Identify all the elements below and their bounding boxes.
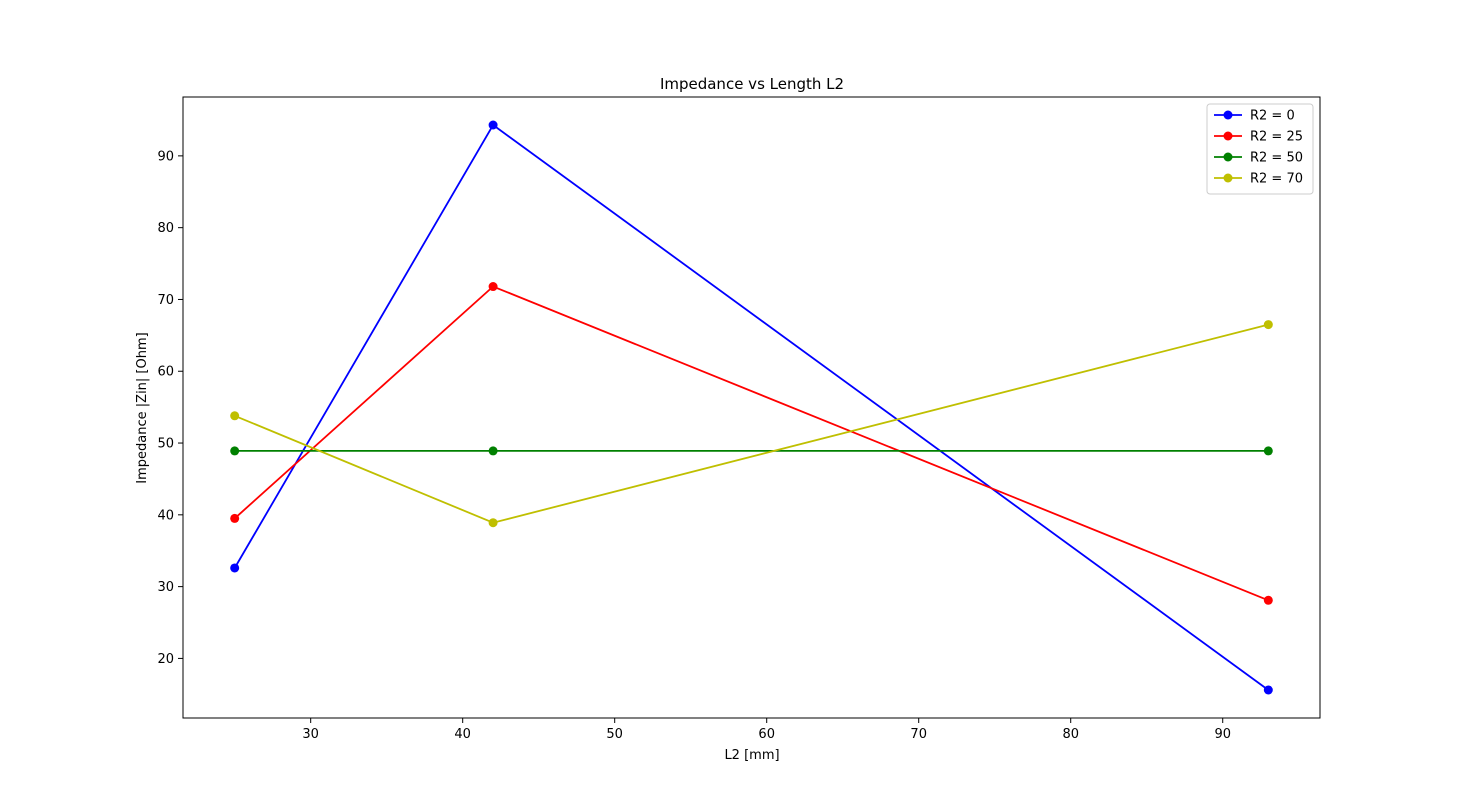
series-3 xyxy=(230,320,1273,528)
legend: R2 = 0 R2 = 25 R2 = 50 R2 = 70 xyxy=(1206,103,1314,195)
y-axis: 20 30 40 50 60 70 80 90 xyxy=(157,149,183,667)
x-axis: 30 40 50 60 70 80 90 xyxy=(302,718,1231,742)
data-point xyxy=(230,411,240,421)
legend-item: R2 = 50 xyxy=(1214,151,1303,166)
plot-frame xyxy=(182,96,1321,719)
legend-label: R2 = 70 xyxy=(1250,172,1303,187)
legend-label: R2 = 50 xyxy=(1250,151,1303,166)
x-tick-label: 70 xyxy=(910,727,927,742)
y-tick-label: 90 xyxy=(157,149,174,164)
x-tick-label: 90 xyxy=(1214,727,1231,742)
y-tick-label: 80 xyxy=(157,221,174,236)
data-point xyxy=(488,518,498,528)
legend-item: R2 = 25 xyxy=(1214,130,1303,145)
legend-swatch-marker xyxy=(1223,152,1233,162)
y-tick-label: 40 xyxy=(157,508,174,523)
data-point xyxy=(230,563,240,573)
y-tick-label: 50 xyxy=(157,437,174,452)
data-point xyxy=(488,282,498,292)
data-point xyxy=(1263,595,1273,605)
data-point xyxy=(230,446,240,456)
y-tick-label: 60 xyxy=(157,365,174,380)
series-line xyxy=(234,323,1269,524)
y-axis-label: Impedance |Zin| [Ohm] xyxy=(135,332,150,483)
data-point xyxy=(1263,685,1273,695)
series-2 xyxy=(230,446,1273,456)
plot-area xyxy=(182,96,1321,719)
series-1 xyxy=(230,282,1273,605)
data-point xyxy=(1263,320,1273,330)
legend-swatch-marker xyxy=(1223,131,1233,141)
chart-title: Impedance vs Length L2 xyxy=(660,75,844,93)
data-point xyxy=(1263,446,1273,456)
legend-item: R2 = 0 xyxy=(1214,109,1295,124)
series-line xyxy=(234,285,1269,602)
data-point xyxy=(488,446,498,456)
series-0 xyxy=(230,120,1273,695)
y-tick-label: 70 xyxy=(157,293,174,308)
legend-item: R2 = 70 xyxy=(1214,172,1303,187)
legend-frame xyxy=(1206,103,1314,195)
y-tick-label: 20 xyxy=(157,652,174,667)
x-tick-label: 50 xyxy=(606,727,623,742)
y-tick-label: 30 xyxy=(157,580,174,595)
legend-label: R2 = 25 xyxy=(1250,130,1303,145)
series-lines xyxy=(230,120,1273,695)
series-line xyxy=(233,123,1269,691)
legend-label: R2 = 0 xyxy=(1250,109,1295,124)
x-tick-label: 30 xyxy=(302,727,319,742)
data-point xyxy=(488,120,498,130)
x-tick-label: 40 xyxy=(454,727,471,742)
x-tick-label: 60 xyxy=(758,727,775,742)
legend-swatch-marker xyxy=(1223,173,1233,183)
data-point xyxy=(230,513,240,523)
x-axis-label: L2 [mm] xyxy=(724,748,779,763)
x-tick-label: 80 xyxy=(1062,727,1079,742)
legend-swatch-marker xyxy=(1223,110,1233,120)
